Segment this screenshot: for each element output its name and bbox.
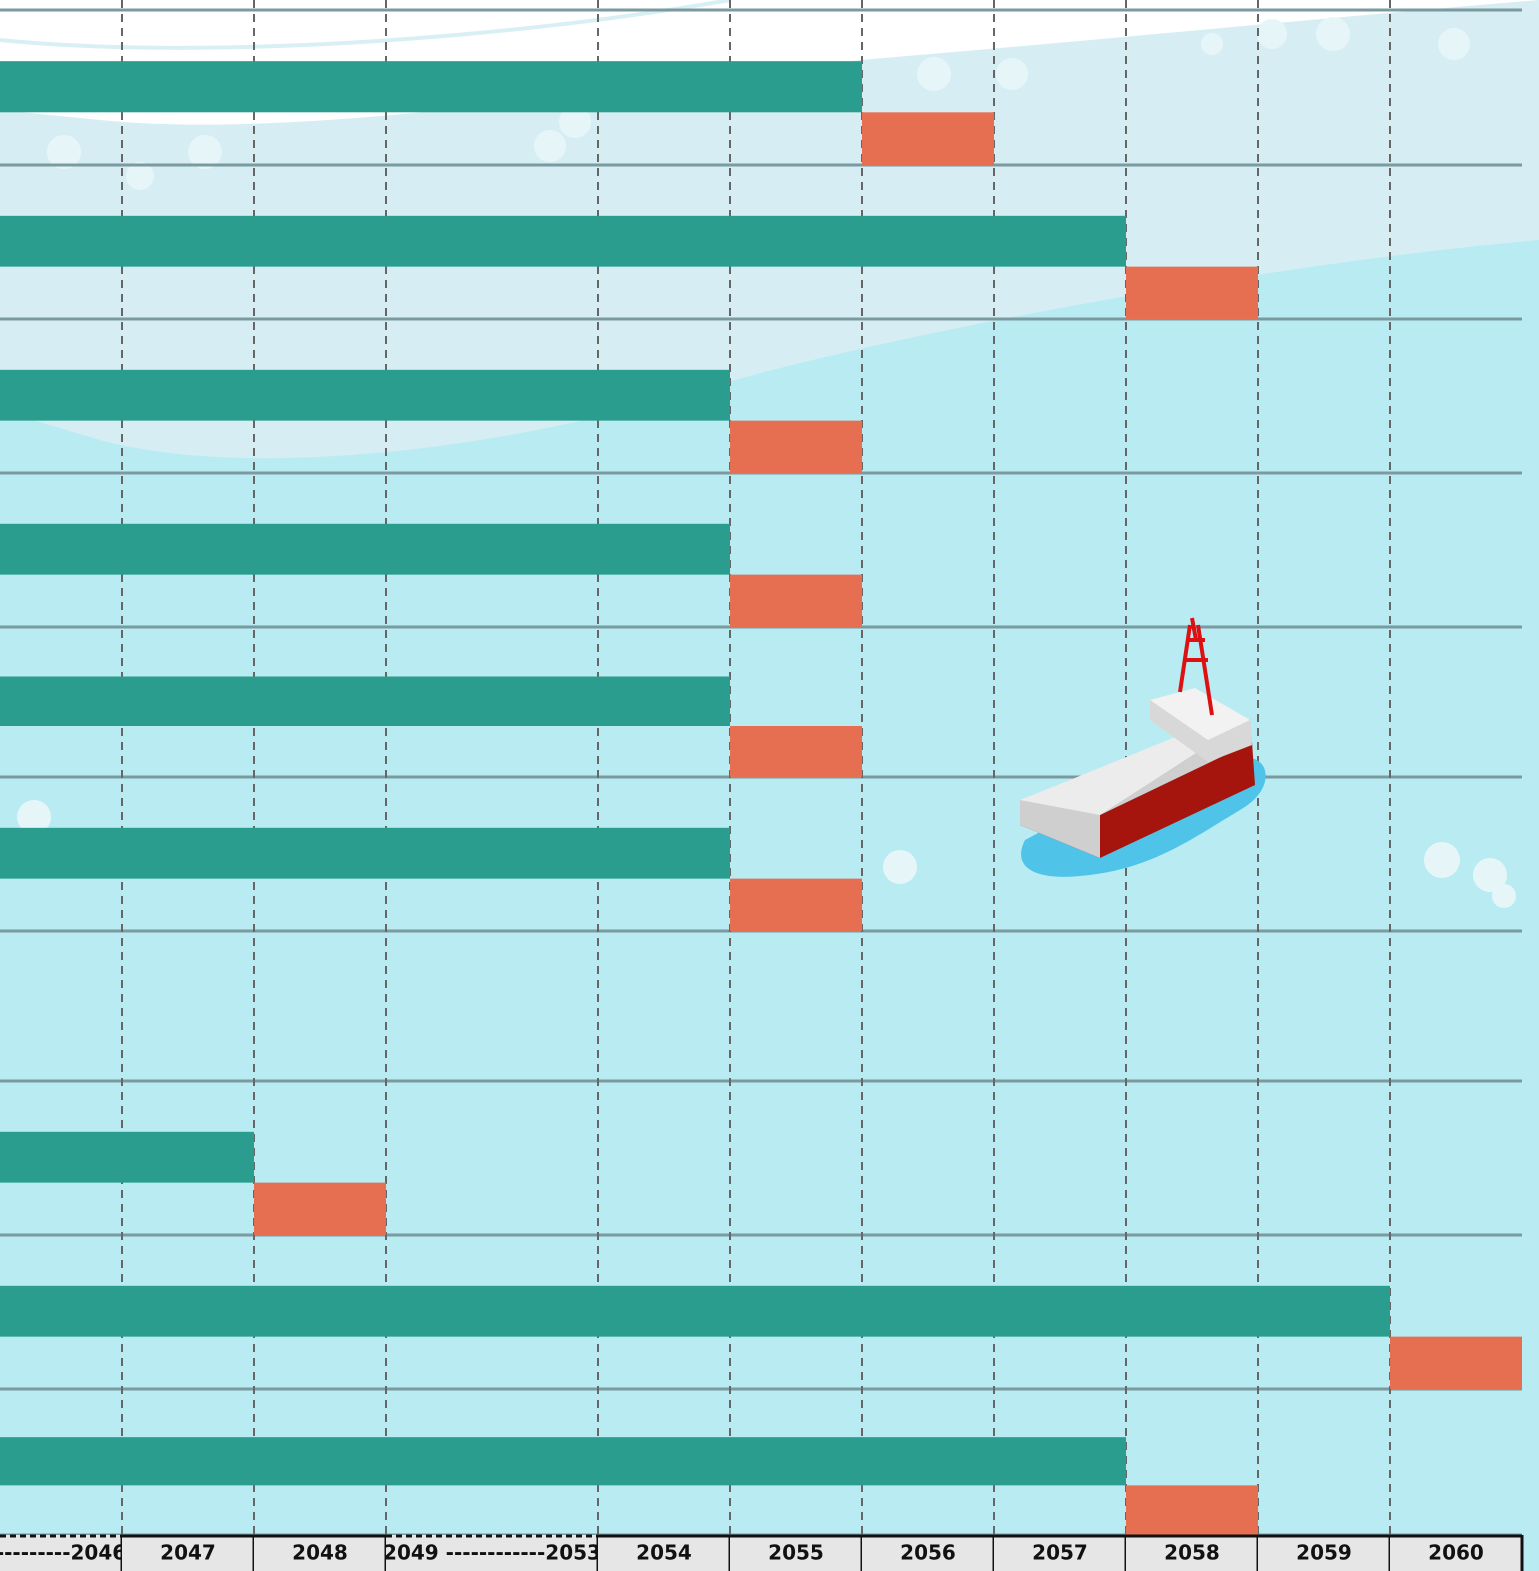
x-tick-label: 2047 — [160, 1541, 216, 1565]
bar-before — [0, 61, 862, 113]
bar-at — [862, 112, 994, 165]
bar-at — [1390, 1336, 1522, 1389]
x-axis-cell — [254, 1535, 386, 1571]
x-axis-cell — [598, 1535, 730, 1571]
x-axis-cell — [1390, 1535, 1522, 1571]
x-axis-cell — [862, 1535, 994, 1571]
x-axis-cell — [1258, 1535, 1390, 1571]
x-axis-cell — [1126, 1535, 1258, 1571]
ship — [1020, 617, 1266, 877]
bars — [0, 61, 1522, 1535]
x-tick-label: 2058 — [1164, 1541, 1220, 1565]
x-axis-cell — [994, 1535, 1126, 1571]
x-tick-label: 2049 ------------2053 — [383, 1541, 601, 1565]
bar-before — [0, 676, 730, 726]
x-tick-label: 2054 — [636, 1541, 692, 1565]
wave-line — [0, 0, 731, 50]
bar-at — [730, 420, 862, 473]
x-axis-cell — [122, 1535, 254, 1571]
x-tick-label: 2056 — [900, 1541, 956, 1565]
x-tick-label: ---------2046 — [0, 1541, 126, 1565]
bar-before — [0, 369, 730, 421]
x-tick-label: 2048 — [292, 1541, 348, 1565]
bar-before — [0, 523, 730, 575]
x-tick-label: 2055 — [768, 1541, 824, 1565]
bar-before — [0, 827, 730, 879]
bar-at — [730, 726, 862, 777]
bar-before — [0, 215, 1126, 267]
bar-before — [0, 1437, 1126, 1486]
x-tick-label: 2057 — [1032, 1541, 1088, 1565]
x-axis-cell — [386, 1535, 598, 1571]
bubbles — [17, 17, 1516, 908]
bar-at — [1126, 1485, 1258, 1535]
bar-at — [254, 1182, 386, 1235]
bar-at — [1126, 266, 1258, 319]
bar-at — [730, 574, 862, 627]
x-tick-label: 2060 — [1428, 1541, 1484, 1565]
x-axis-cell — [0, 1535, 122, 1571]
bar-before — [0, 1131, 254, 1183]
x-axis: ---------2046 2047 2048 2049 ------------20… — [0, 1534, 1524, 1571]
x-tick-label: 2059 — [1296, 1541, 1352, 1565]
bar-before — [0, 1285, 1390, 1337]
bar-at — [730, 878, 862, 931]
x-axis-cell — [730, 1535, 862, 1571]
